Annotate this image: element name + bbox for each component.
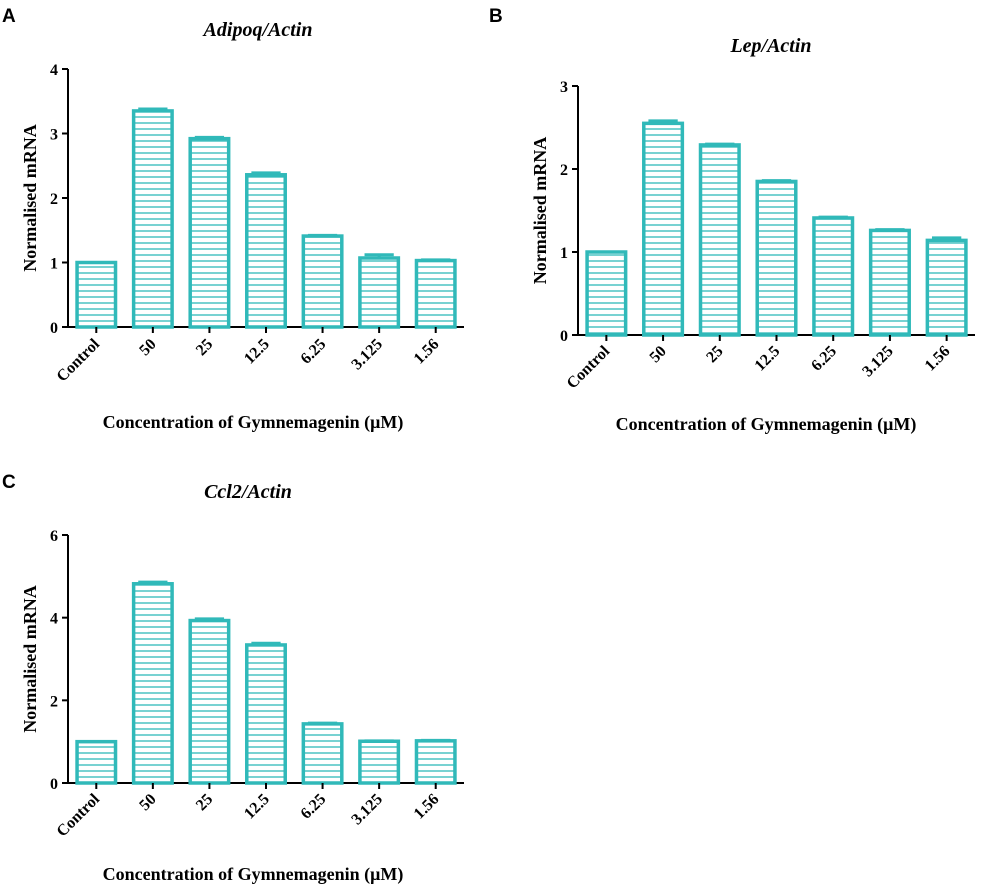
bar-control [75,260,118,329]
error-bar-1-56 [931,236,962,241]
bar-1-56 [414,258,457,329]
error-bar-3-125 [875,228,905,232]
bar-12-5 [245,643,287,785]
y-tick-label: 3 [50,127,58,144]
bar-50 [642,121,685,337]
y-tick-label: 2 [50,693,58,710]
y-axis-label: Normalised mRNA [20,124,40,271]
x-tick-label: 12.5 [241,791,273,823]
bar-12-5 [245,173,287,329]
y-tick-label: 2 [560,162,568,179]
error-bar-50 [138,107,168,111]
x-axis-label: Concentration of Gymnemagenin (μM) [103,864,404,885]
chart-title: Lep/Actin [729,35,811,57]
error-bar-25 [705,142,735,146]
chart-title: Ccl2/Actin [204,481,292,503]
chart-panel-c: C Ccl2/Actin 0 2 4 6 Normalised mRNA Control 50 2… [2,472,464,885]
bar-3-125 [358,256,401,329]
x-tick-label: Control [54,790,104,840]
x-tick-label: Control [54,335,104,385]
bar-6-25 [812,216,855,337]
bar-25 [698,143,741,337]
y-tick-label: 0 [50,776,58,793]
panel-letter: C [2,472,16,493]
error-bar-12-5 [251,171,281,175]
y-tick-label: 3 [560,79,568,96]
bar-1-56 [414,739,457,785]
bar-3-125 [868,228,911,337]
y-tick-label: 2 [50,191,58,208]
y-axis-label: Normalised mRNA [20,585,40,732]
error-bar-25 [194,135,225,139]
panel-letter: B [489,6,503,27]
error-bar-1-56 [421,258,451,262]
x-tick-label: 6.25 [808,343,840,375]
x-tick-label: 1.56 [411,791,443,823]
chart-title: Adipoq/Actin [202,19,313,41]
bar-1-56 [925,238,968,337]
y-axis-label: Normalised mRNA [530,137,550,284]
x-tick-label: 6.25 [298,791,330,823]
error-bar-25 [194,617,225,621]
bar-12-5 [755,179,798,337]
x-tick-label: 3.125 [859,343,896,380]
x-tick-label: 1.56 [411,336,443,368]
x-tick-label: 12.5 [241,336,273,368]
x-tick-label: 3.125 [348,791,385,828]
y-tick-label: 4 [50,611,58,628]
y-tick-label: 6 [50,528,58,545]
chart-panel-b: B Lep/Actin 0 1 2 3 Normalised mRNA Control 50 25… [489,6,975,435]
y-tick-label: 4 [50,62,58,79]
x-tick-label: 1.56 [922,343,954,375]
y-tick-label: 1 [560,245,568,262]
panel-letter: A [2,6,16,27]
x-tick-label: 12.5 [752,343,784,375]
error-bar-50 [648,119,678,124]
chart-panel-a: A Adipoq/Actin 0 1 2 3 4 Normalised mRNA Control… [2,6,464,433]
y-tick-label: 1 [50,256,58,273]
x-axis-label: Concentration of Gymnemagenin (μM) [616,414,917,435]
bar-25 [188,136,231,329]
x-tick-label: 25 [193,791,216,814]
bar-25 [188,618,231,785]
x-tick-label: 50 [647,343,670,366]
error-bar-50 [138,580,168,584]
x-tick-label: 50 [136,336,159,359]
error-bar-6-25 [818,215,848,219]
error-bar-12-5 [761,179,792,183]
bar-control [585,250,628,337]
x-axis-label: Concentration of Gymnemagenin (μM) [103,412,404,433]
x-tick-label: 50 [136,791,159,814]
x-tick-label: 6.25 [298,336,330,368]
bar-50 [131,582,174,785]
bar-control [75,739,118,785]
y-tick-label: 0 [50,320,58,337]
error-bar-3-125 [364,253,394,258]
x-tick-label: 3.125 [348,336,385,373]
error-bar-6-25 [307,233,338,237]
x-tick-label: 25 [703,343,726,366]
error-bar-6-25 [307,721,338,725]
bar-6-25 [301,722,344,785]
x-tick-label: Control [564,342,614,392]
bar-3-125 [358,739,401,785]
y-tick-label: 0 [560,328,568,345]
x-tick-label: 25 [193,336,216,359]
bar-50 [131,109,174,329]
error-bar-12-5 [251,641,281,645]
bar-6-25 [301,234,344,329]
